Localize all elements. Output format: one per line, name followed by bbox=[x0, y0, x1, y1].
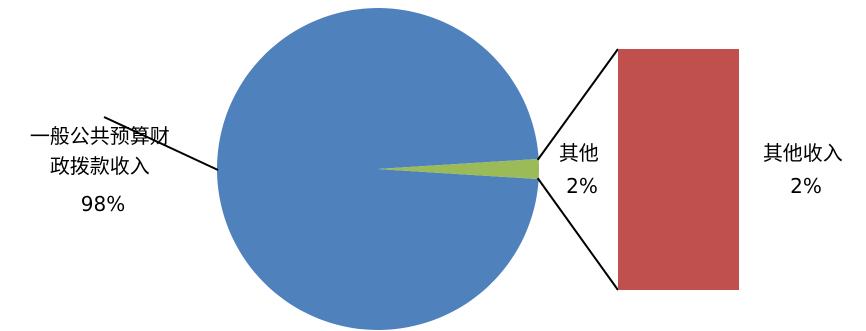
slice-label-other-percent: 2% bbox=[566, 174, 598, 198]
slice-label-main: 一般公共预算财 政拨款收入 98% bbox=[30, 124, 176, 216]
slice-label-other-line-1: 其他 bbox=[559, 141, 599, 165]
leader-lines bbox=[103, 116, 219, 171]
slice-label-main-line-1: 一般公共预算财 bbox=[30, 124, 170, 148]
bar-segment-label-line-1: 其他收入 bbox=[763, 141, 843, 165]
connector-lines bbox=[536, 48, 619, 291]
slice-label-main-line-2: 政拨款收入 bbox=[50, 154, 150, 178]
pie-slice-main bbox=[216, 8, 539, 330]
pie-slice-other bbox=[378, 158, 539, 180]
connector-line-top bbox=[536, 48, 619, 161]
slice-label-main-percent: 98% bbox=[81, 192, 125, 216]
pie-group bbox=[216, 8, 539, 330]
bar-segment-0 bbox=[618, 49, 739, 290]
slice-label-other: 其他 2% bbox=[559, 141, 605, 198]
bar-segment-label-percent: 2% bbox=[790, 174, 822, 198]
connector-line-bottom bbox=[536, 177, 619, 291]
bar-group bbox=[618, 49, 739, 290]
leader-line-main-slice bbox=[103, 116, 219, 171]
bar-segment-label: 其他收入 2% bbox=[763, 141, 849, 198]
